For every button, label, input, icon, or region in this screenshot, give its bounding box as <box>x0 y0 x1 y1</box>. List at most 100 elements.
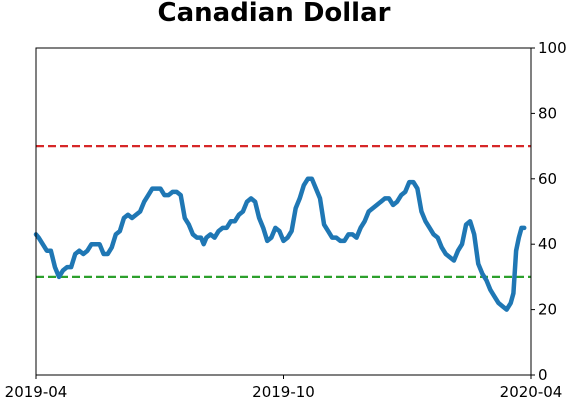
data-point <box>196 236 198 239</box>
data-point <box>485 279 488 281</box>
data-point <box>404 191 407 193</box>
data-point <box>355 236 358 239</box>
data-point <box>408 181 411 183</box>
data-point <box>457 249 459 252</box>
data-point <box>294 207 297 210</box>
data-point <box>270 236 273 239</box>
plot-frame <box>35 47 532 376</box>
data-point <box>131 217 133 219</box>
data-point <box>94 243 97 245</box>
y-tick-label: 40 <box>538 235 557 253</box>
data-point <box>359 227 362 229</box>
y-tick-label: 20 <box>538 301 557 319</box>
data-point <box>188 223 190 226</box>
data-point <box>106 253 109 255</box>
data-point <box>202 243 205 245</box>
data-point <box>461 243 463 245</box>
data-point <box>367 210 370 213</box>
data-point <box>319 197 321 200</box>
data-point <box>143 200 145 203</box>
y-tick-label: 0 <box>538 366 548 384</box>
data-point <box>86 249 89 252</box>
y-axis: 0 20 40 60 80 100 <box>531 39 567 384</box>
x-tick-label: 2019-10 <box>252 383 315 401</box>
data-point <box>115 233 117 236</box>
data-point <box>221 227 224 229</box>
data-point <box>518 236 520 239</box>
data-point <box>477 263 480 265</box>
data-point <box>282 240 285 242</box>
data-point <box>392 204 394 206</box>
data-point <box>119 230 121 232</box>
data-point <box>335 236 338 239</box>
data-point <box>46 249 48 252</box>
data-point <box>274 227 277 229</box>
data-point <box>339 240 342 242</box>
data-point <box>523 227 526 229</box>
data-point <box>520 227 523 229</box>
data-point <box>238 213 240 216</box>
data-point <box>266 240 269 242</box>
data-point <box>489 289 492 291</box>
data-point <box>213 236 216 239</box>
data-point <box>384 197 386 200</box>
data-point <box>155 187 158 190</box>
data-point <box>436 236 439 239</box>
data-point <box>41 243 44 245</box>
data-point <box>254 200 256 203</box>
data-point <box>424 220 427 223</box>
data-point <box>167 194 170 196</box>
data-point <box>258 217 260 219</box>
data-point <box>70 266 72 268</box>
data-point <box>147 194 150 196</box>
x-tick-label: 2020-04 <box>500 383 563 401</box>
data-point <box>501 305 504 308</box>
data-point <box>78 249 81 252</box>
data-point <box>428 227 431 229</box>
chart-title: Canadian Dollar <box>158 0 391 28</box>
data-point <box>449 256 451 259</box>
data-point <box>135 213 137 216</box>
reference-lines <box>36 145 531 278</box>
data-point <box>481 272 484 275</box>
data-point <box>74 253 77 255</box>
data-point <box>363 220 366 223</box>
x-tick-label: 2019-04 <box>5 383 68 401</box>
data-point <box>242 210 244 213</box>
data-point <box>400 194 402 196</box>
data-point <box>453 259 455 262</box>
data-point <box>250 197 252 200</box>
data-point <box>371 207 374 210</box>
data-point <box>82 253 85 255</box>
data-point <box>315 187 317 190</box>
series-layer <box>33 176 527 312</box>
y-tick-label: 80 <box>538 104 557 122</box>
data-point <box>440 246 443 249</box>
data-point <box>62 269 64 272</box>
data-point <box>420 210 423 213</box>
data-point <box>234 220 236 223</box>
data-point <box>159 187 162 190</box>
y-tick-label: 100 <box>538 39 567 57</box>
data-point <box>54 266 56 268</box>
data-point <box>183 217 186 219</box>
data-point <box>298 197 301 200</box>
data-point <box>347 233 350 236</box>
data-point <box>445 253 447 255</box>
data-point <box>302 184 305 187</box>
data-point <box>311 178 313 180</box>
data-point <box>505 308 508 311</box>
data-point <box>151 187 154 190</box>
data-point <box>515 249 517 252</box>
data-point <box>200 236 202 239</box>
data-point <box>509 302 512 304</box>
data-point <box>192 233 194 236</box>
data-point <box>139 210 141 213</box>
series-line <box>33 176 527 312</box>
data-point <box>58 276 60 278</box>
data-point <box>229 220 232 223</box>
data-point <box>262 227 265 229</box>
data-point <box>205 236 208 239</box>
data-point <box>290 230 293 232</box>
